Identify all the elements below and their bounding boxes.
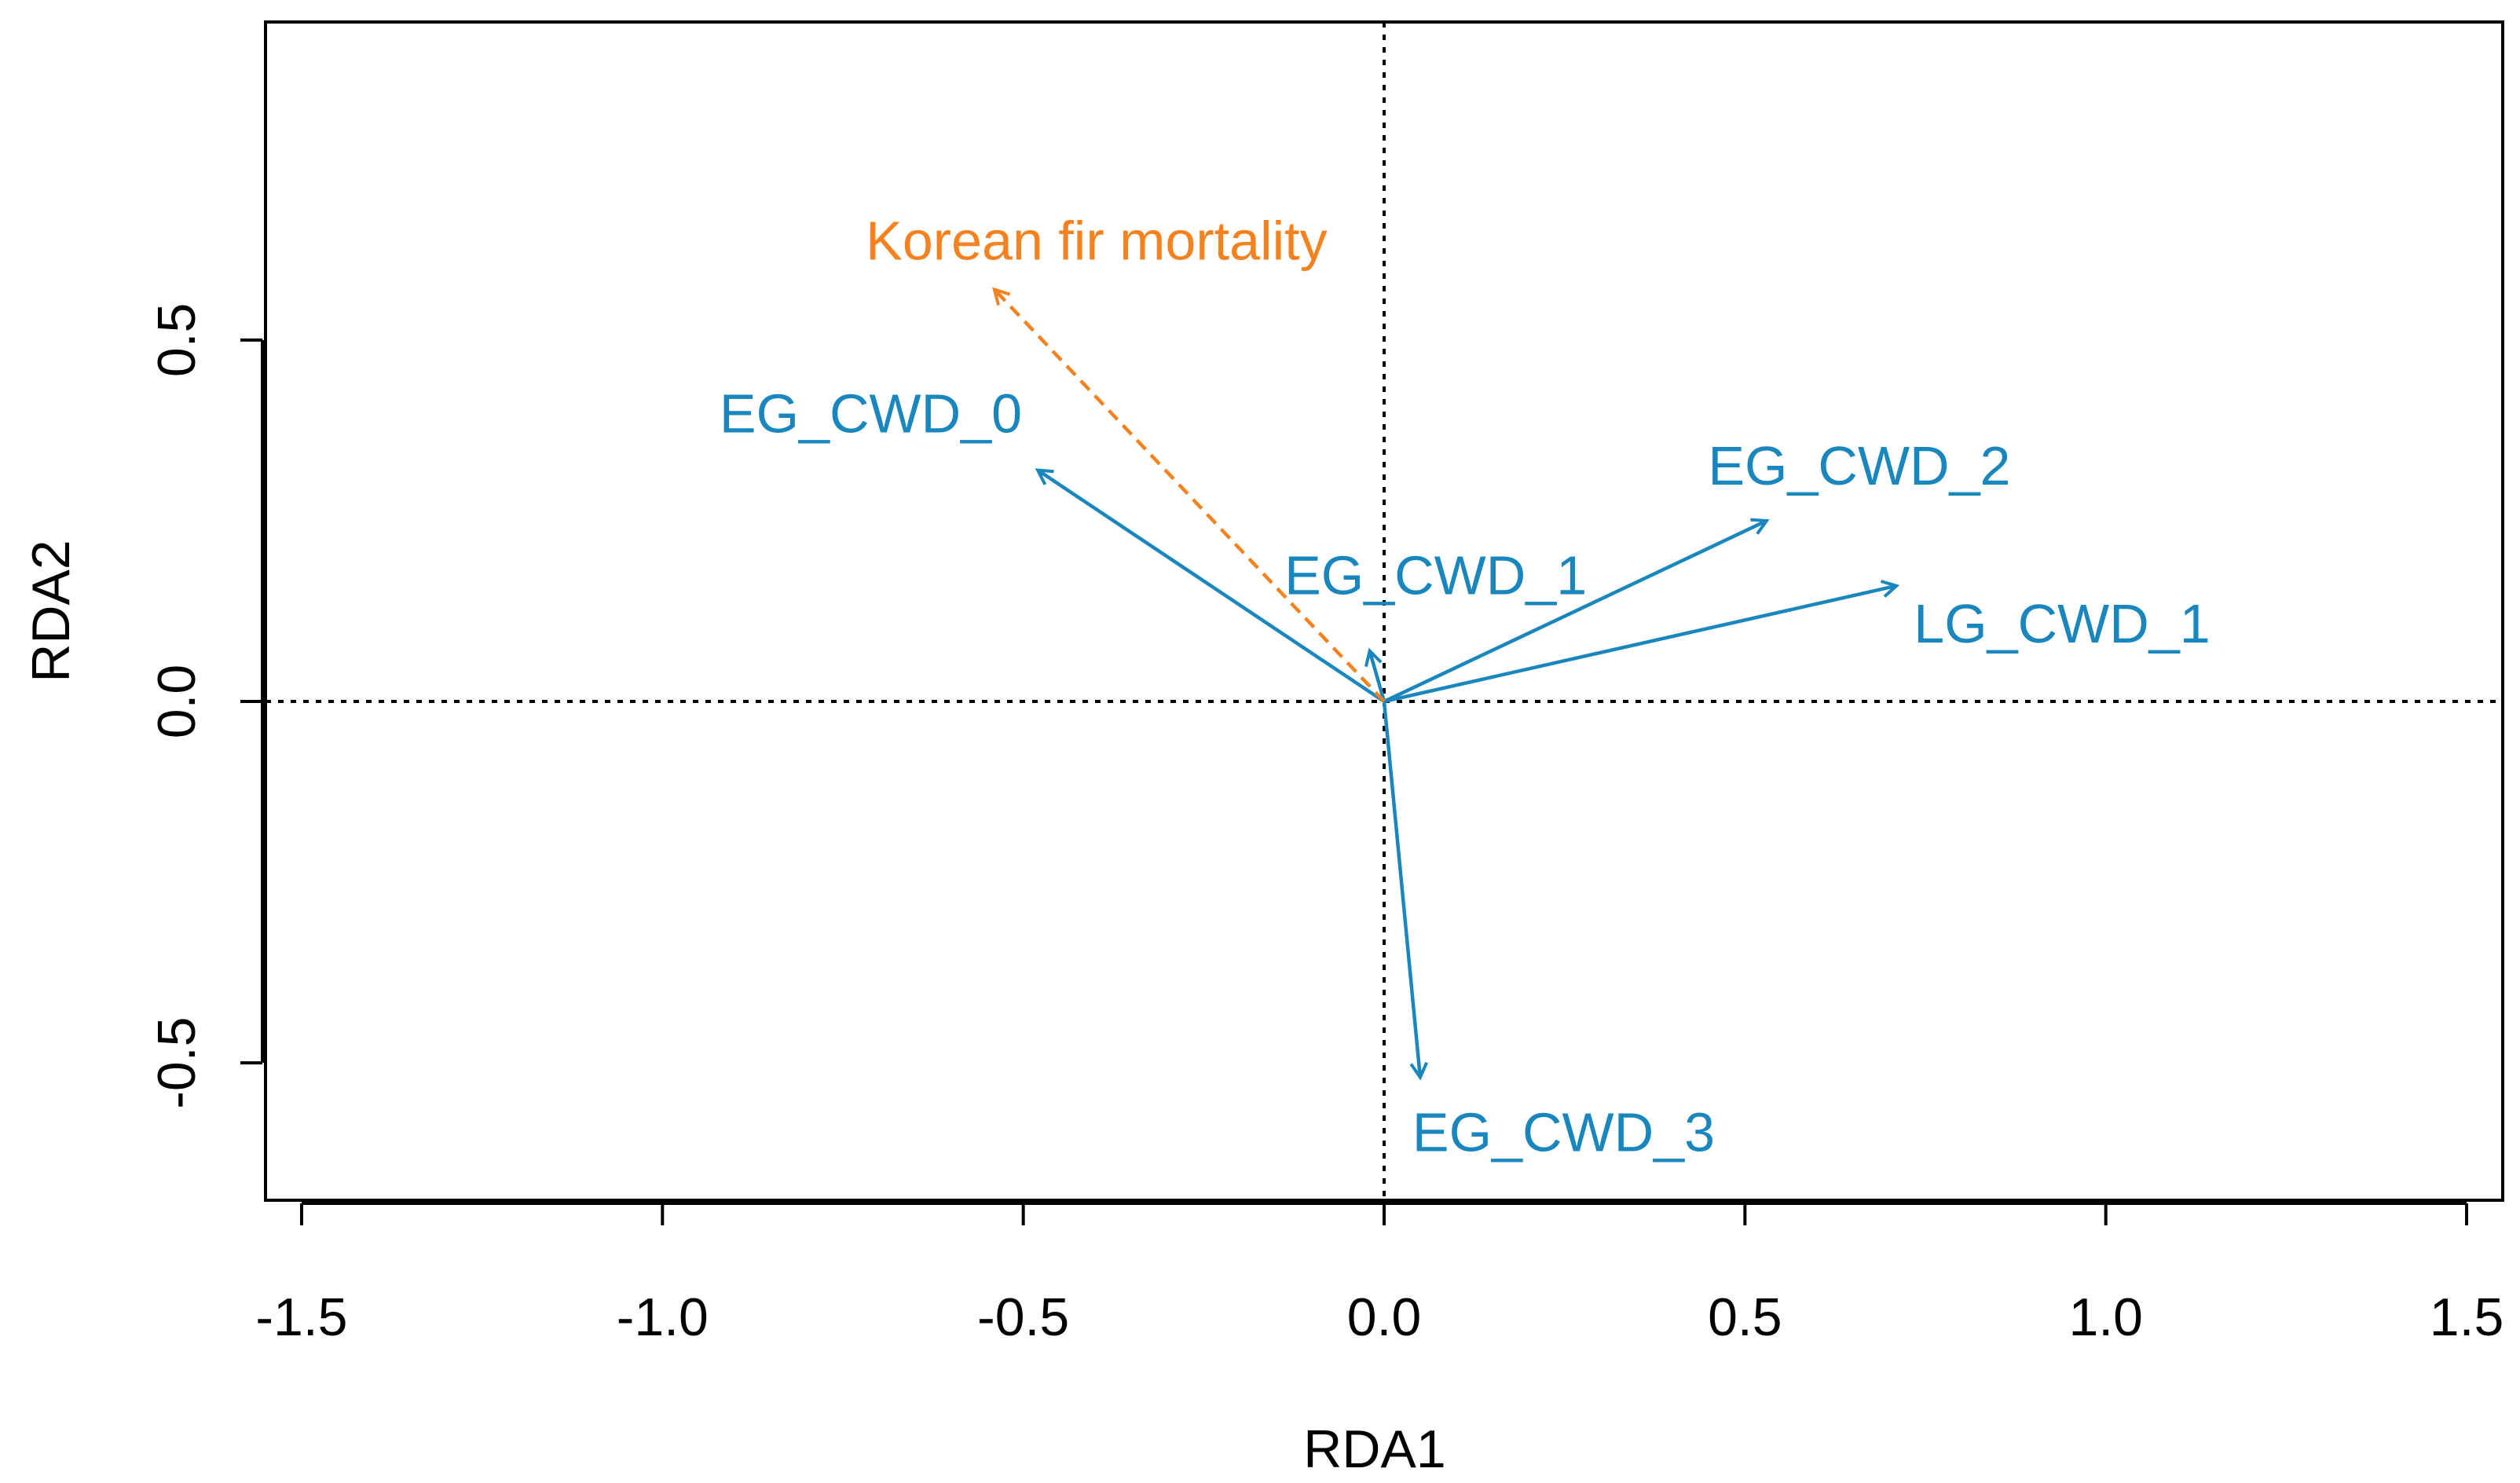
label-lg-cwd-1: LG_CWD_1 — [1914, 593, 2210, 654]
label-eg-cwd-3: EG_CWD_3 — [1412, 1102, 1715, 1163]
y-axis: -0.5 0.0 0.5 — [147, 303, 264, 1109]
label-korean-fir-mortality: Korean fir mortality — [866, 210, 1327, 271]
x-tick-label: 0.0 — [1347, 1287, 1422, 1347]
y-tick-label: 0.5 — [147, 303, 207, 378]
arrow-eg-cwd-2 — [1383, 521, 1767, 704]
y-tick-label: -0.5 — [147, 1017, 207, 1109]
label-eg-cwd-1: EG_CWD_1 — [1284, 545, 1587, 606]
y-axis-label: RDA2 — [21, 540, 81, 682]
x-tick-label: -1.0 — [617, 1287, 709, 1347]
arrow-korean-fir-mortality — [994, 289, 1386, 703]
x-tick-label: 0.5 — [1708, 1287, 1782, 1347]
label-eg-cwd-0: EG_CWD_0 — [720, 383, 1022, 445]
y-tick-label: 0.0 — [147, 665, 207, 739]
x-tick-label: -1.5 — [255, 1287, 347, 1347]
x-tick-label: -0.5 — [977, 1287, 1069, 1347]
biplot-arrows — [994, 289, 1896, 1077]
x-axis: -1.5 -1.0 -0.5 0.0 0.5 1.0 1.5 — [255, 1202, 2504, 1347]
arrow-eg-cwd-1 — [1370, 651, 1386, 702]
arrow-lg-cwd-1 — [1383, 586, 1896, 704]
biplot-labels: EG_CWD_0 EG_CWD_1 EG_CWD_2 LG_CWD_1 EG_CWD_3… — [720, 210, 2210, 1163]
arrow-eg-cwd-0 — [1038, 471, 1386, 703]
arrow-eg-cwd-3 — [1382, 701, 1420, 1078]
x-tick-label: 1.5 — [2430, 1287, 2504, 1347]
x-tick-label: 1.0 — [2068, 1287, 2143, 1347]
label-eg-cwd-2: EG_CWD_2 — [1708, 435, 2010, 496]
x-axis-label: RDA1 — [1303, 1419, 1445, 1479]
